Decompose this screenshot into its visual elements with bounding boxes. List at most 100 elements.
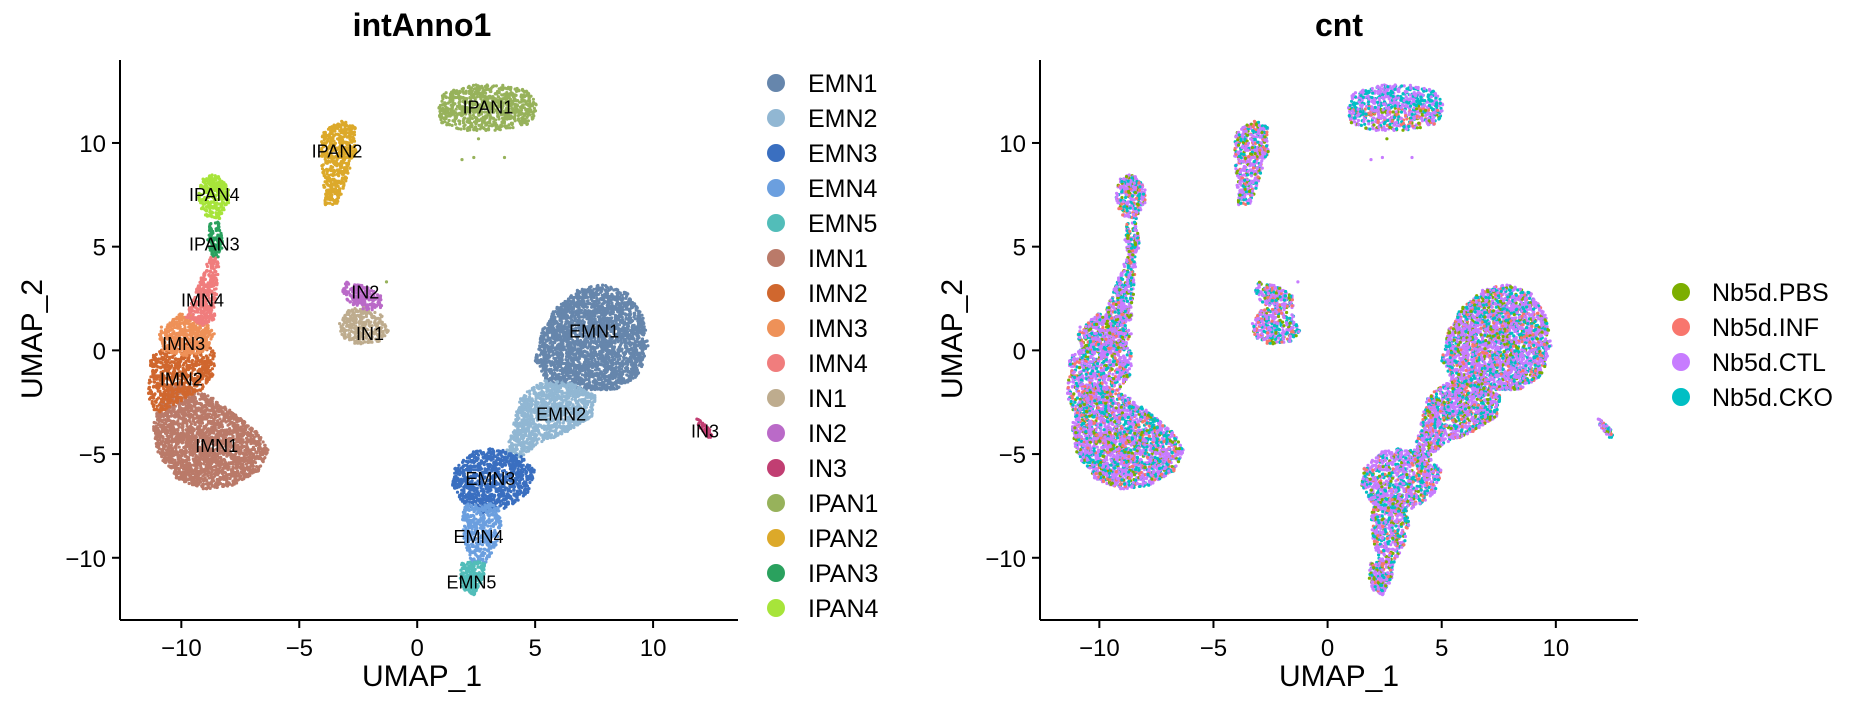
- point-emn3: [514, 462, 517, 465]
- point-emn4: [463, 513, 466, 516]
- point-emn1: [609, 380, 612, 383]
- point-emn3: [499, 500, 502, 503]
- point-emn1: [624, 367, 627, 370]
- point-emn1: [605, 387, 608, 390]
- point-emn1: [606, 362, 609, 365]
- point-emn1: [637, 334, 640, 337]
- point-emn3: [530, 467, 533, 470]
- point-emn1: [559, 330, 562, 333]
- point-emn1: [573, 371, 576, 374]
- point-emn2: [520, 441, 523, 444]
- point-emn1: [593, 358, 596, 361]
- point-emn1: [559, 323, 562, 326]
- point-emn3: [452, 480, 455, 483]
- point-emn2: [540, 433, 543, 436]
- point-emn1: [577, 357, 580, 360]
- point-emn2: [515, 448, 518, 451]
- point-emn1: [599, 297, 602, 300]
- point-emn1: [541, 362, 544, 365]
- point-emn1: [601, 358, 604, 361]
- point-emn1: [545, 365, 548, 368]
- point-emn1: [635, 367, 638, 370]
- point-emn1: [570, 309, 573, 312]
- point-emn3: [492, 497, 495, 500]
- point-emn3: [503, 456, 506, 459]
- point-emn1: [598, 368, 601, 371]
- point-emn1: [641, 351, 644, 354]
- point-emn1: [625, 301, 628, 304]
- point-emn1: [641, 325, 644, 328]
- point-emn2: [580, 399, 583, 402]
- point-emn1: [581, 355, 584, 358]
- point-emn2: [557, 385, 560, 388]
- point-emn2: [593, 399, 596, 402]
- point-emn1: [546, 339, 549, 342]
- point-emn2: [539, 391, 542, 394]
- point-emn1: [576, 290, 579, 293]
- point-emn3: [497, 456, 500, 459]
- point-emn1: [560, 351, 563, 354]
- point-emn2: [582, 393, 585, 396]
- point-emn3: [496, 499, 499, 502]
- point-emn3: [522, 482, 525, 485]
- point-emn1: [605, 370, 608, 373]
- point-emn1: [598, 343, 601, 346]
- point-emn2: [532, 430, 535, 433]
- point-emn3: [464, 500, 467, 503]
- point-emn2: [578, 386, 581, 389]
- point-emn1: [559, 362, 562, 365]
- point-emn1: [568, 345, 571, 348]
- point-emn1: [559, 338, 562, 341]
- point-emn1: [629, 355, 632, 358]
- point-emn3: [453, 467, 456, 470]
- point-emn2: [523, 420, 526, 423]
- point-emn1: [588, 383, 591, 386]
- point-emn2: [528, 431, 531, 434]
- point-emn1: [541, 345, 544, 348]
- point-emn1: [586, 354, 589, 357]
- point-emn2: [548, 427, 551, 430]
- point-emn1: [594, 379, 597, 382]
- point-emn1: [555, 376, 558, 379]
- point-emn1: [559, 306, 562, 309]
- point-emn1: [573, 366, 576, 369]
- point-emn3: [461, 461, 464, 464]
- point-emn1: [546, 354, 549, 357]
- point-emn2: [545, 431, 548, 434]
- point-emn3: [469, 454, 472, 457]
- point-emn3: [499, 461, 502, 464]
- point-emn3: [458, 495, 461, 498]
- point-emn2: [552, 396, 555, 399]
- point-emn1: [544, 345, 547, 348]
- point-emn1: [551, 330, 554, 333]
- point-emn3: [463, 464, 466, 467]
- point-emn1: [579, 369, 582, 372]
- point-emn1: [590, 316, 593, 319]
- point-emn1: [613, 358, 616, 361]
- point-emn2: [544, 394, 547, 397]
- point-emn3: [485, 453, 488, 456]
- point-emn2: [560, 393, 563, 396]
- point-emn1: [593, 312, 596, 315]
- point-emn1: [632, 343, 635, 346]
- point-emn1: [619, 372, 622, 375]
- point-emn1: [637, 324, 640, 327]
- point-emn1: [634, 347, 637, 350]
- point-emn1: [641, 322, 644, 325]
- point-emn1: [600, 363, 603, 366]
- point-emn1: [642, 317, 645, 320]
- point-emn3: [517, 499, 520, 502]
- point-emn3: [472, 493, 475, 496]
- point-emn1: [554, 316, 557, 319]
- point-emn1: [630, 364, 633, 367]
- point-emn1: [563, 333, 566, 336]
- point-emn2: [590, 397, 593, 400]
- point-emn1: [607, 302, 610, 305]
- point-emn1: [571, 378, 574, 381]
- point-emn2: [526, 408, 529, 411]
- point-emn1: [597, 307, 600, 310]
- point-emn2: [528, 417, 531, 420]
- point-emn1: [610, 377, 613, 380]
- point-emn1: [596, 372, 599, 375]
- point-emn1: [537, 360, 540, 363]
